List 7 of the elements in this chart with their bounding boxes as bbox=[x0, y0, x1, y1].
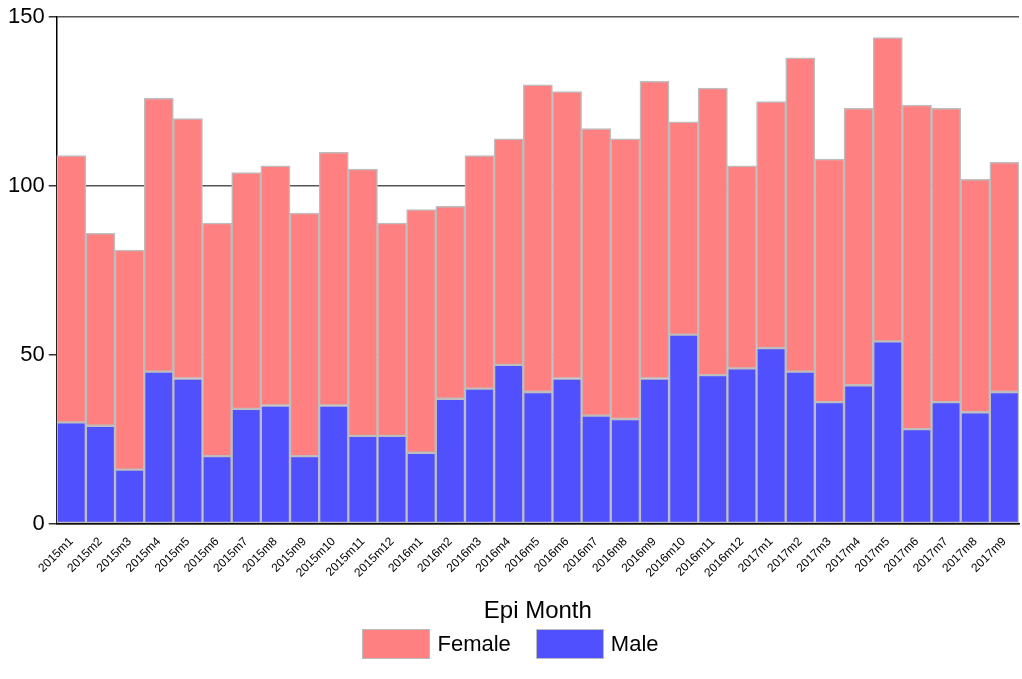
y-tick-label: 150 bbox=[7, 3, 45, 29]
legend-label: Female bbox=[437, 631, 511, 657]
legend-label: Male bbox=[610, 631, 659, 657]
y-tick-label: 100 bbox=[7, 172, 45, 198]
y-tick-label: 0 bbox=[32, 509, 45, 535]
y-tick-label: 50 bbox=[20, 340, 45, 366]
x-axis-title: Epi Month bbox=[483, 596, 592, 624]
